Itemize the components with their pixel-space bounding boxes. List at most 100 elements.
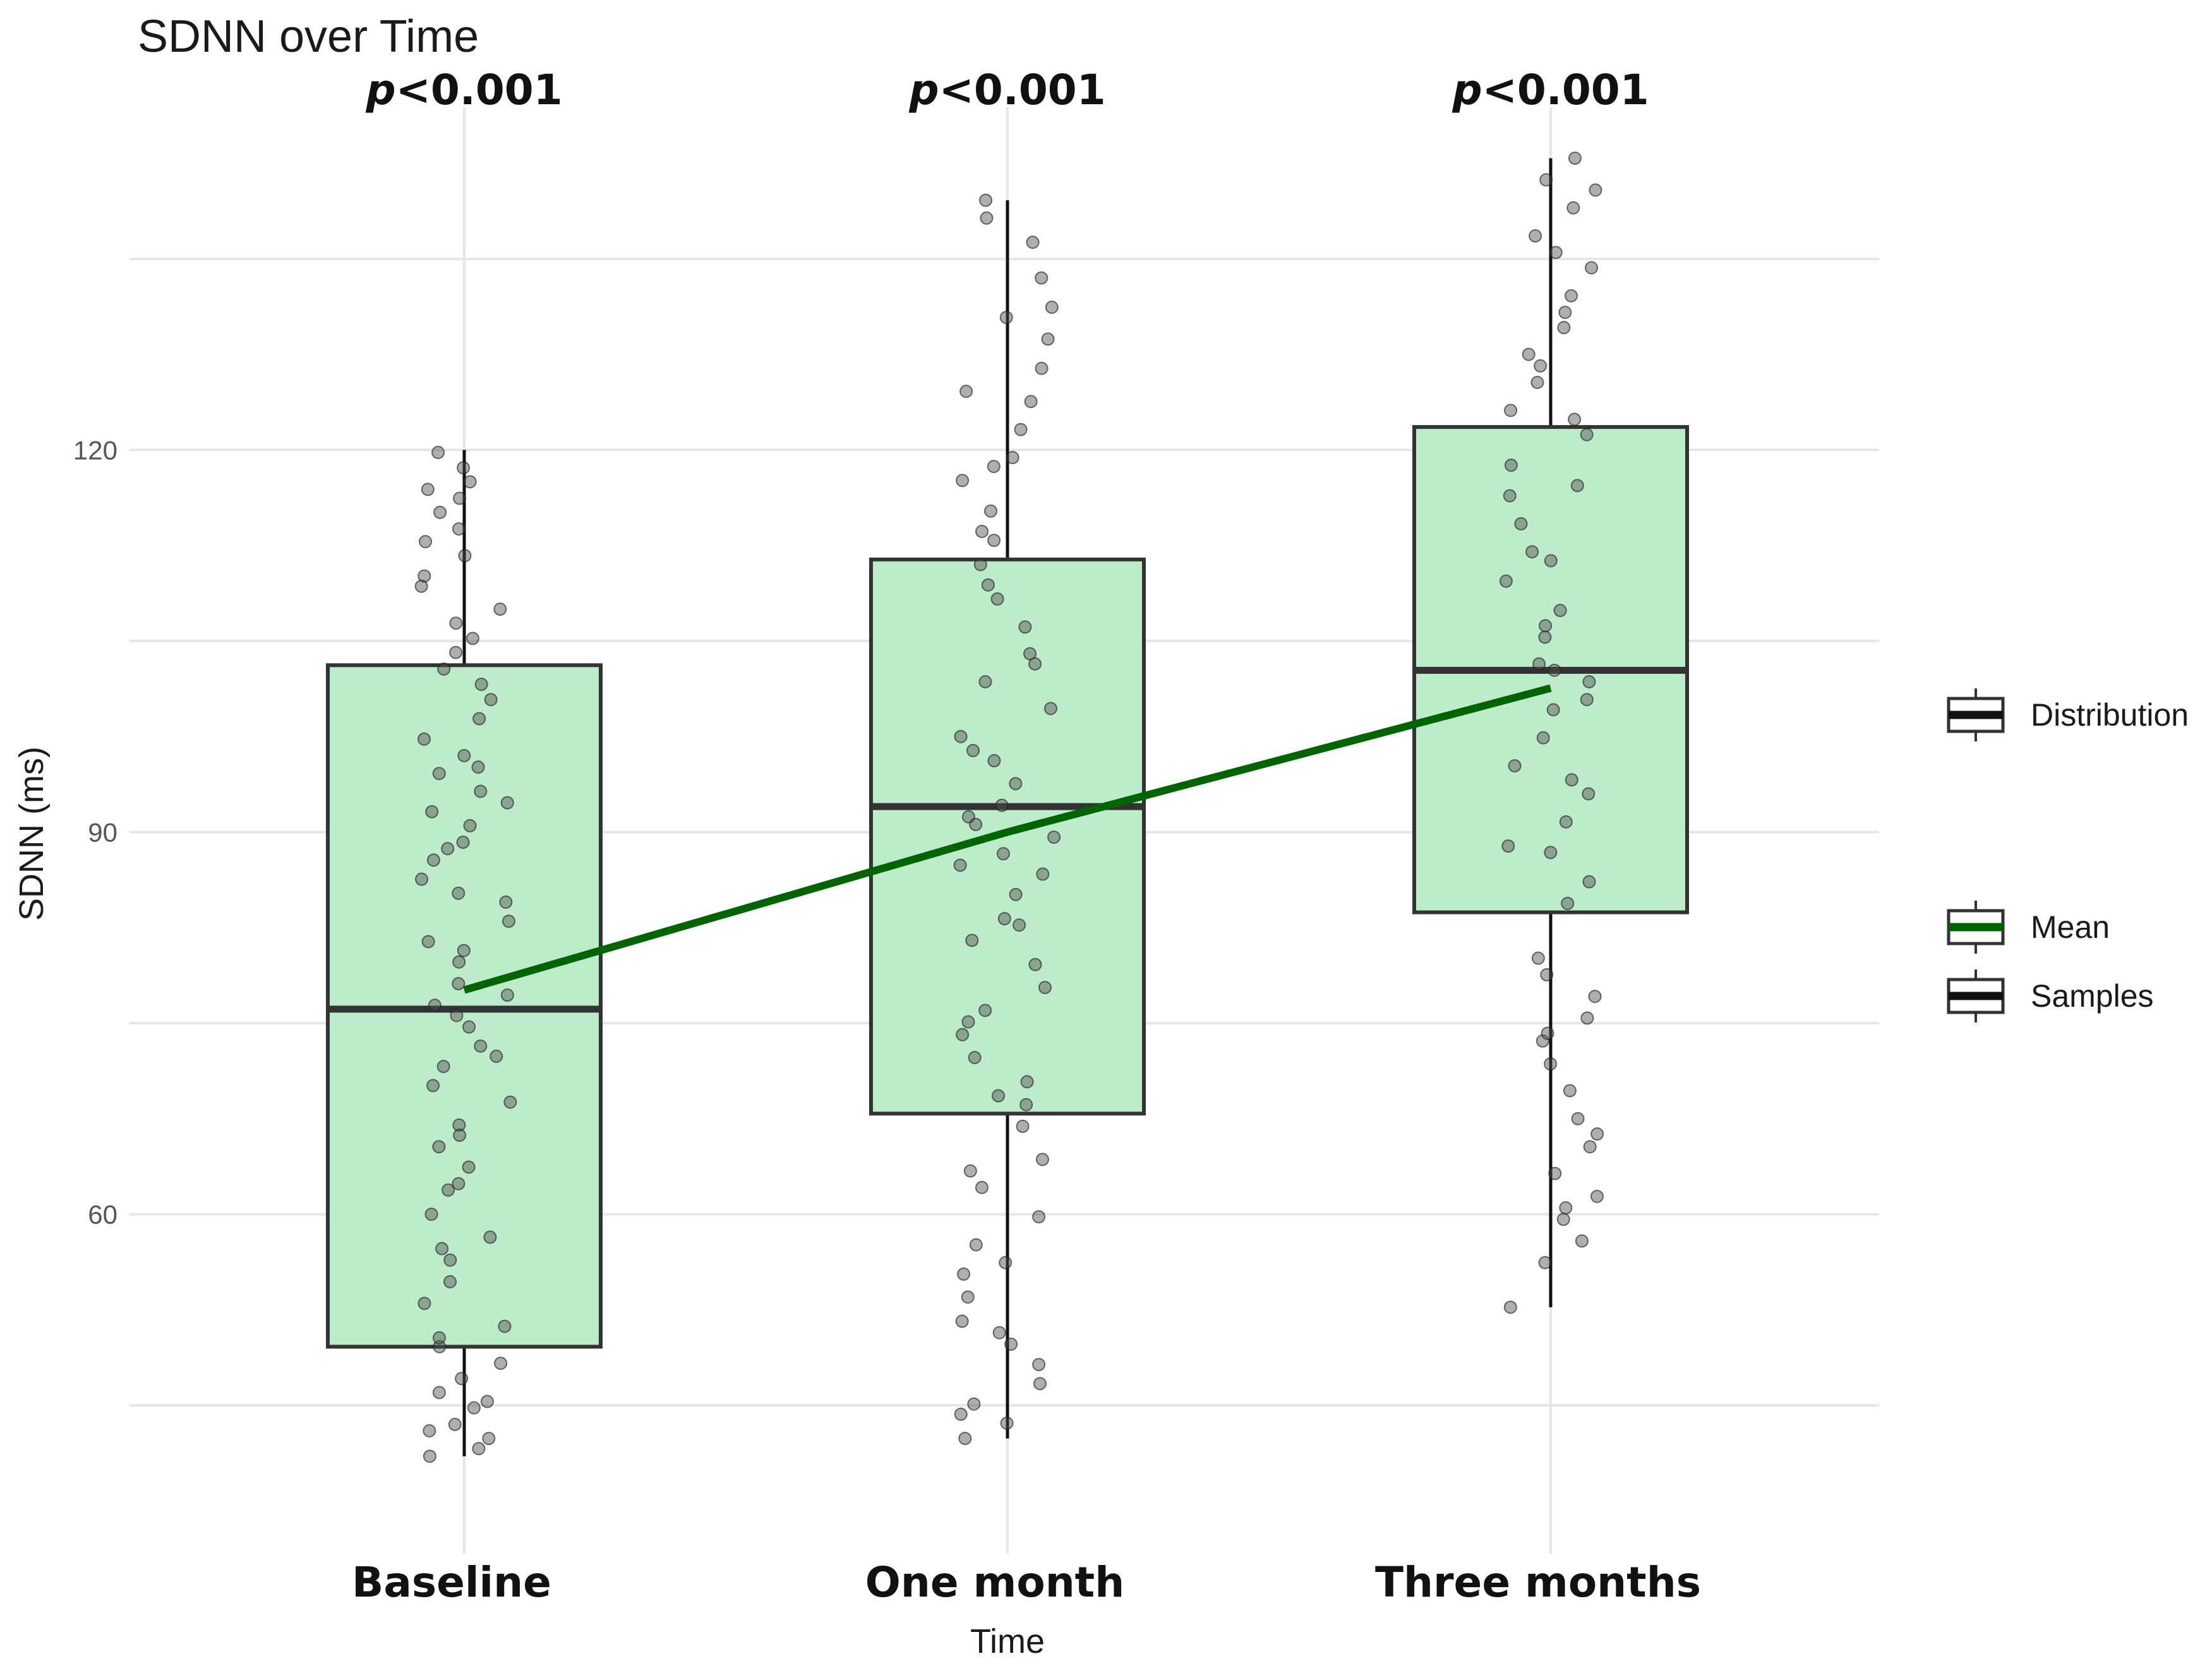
sample-point (441, 842, 455, 856)
sample-point (449, 645, 463, 659)
sample-point (1041, 332, 1055, 346)
box-one-month (869, 557, 1146, 1116)
sample-point (1000, 1416, 1014, 1430)
p-value-text: <0.001 (939, 66, 1106, 114)
p-value-annotations: p<0.001 p<0.001 p<0.001 (365, 66, 1649, 114)
sample-point (1559, 815, 1573, 829)
sample-point (1544, 554, 1558, 568)
sample-point (965, 933, 979, 947)
sample-point (431, 445, 445, 459)
y-tick-labels: 60 90 120 (73, 435, 117, 1229)
sample-point (1582, 787, 1596, 801)
legend-label: Samples (2031, 978, 2154, 1014)
sample-point (1013, 918, 1026, 932)
legend-item-samples: Samples (1947, 969, 2154, 1022)
x-tick-label: One month (865, 1558, 1124, 1607)
sample-point (961, 1290, 975, 1304)
sample-point (450, 1009, 464, 1022)
sample-point (1032, 1358, 1046, 1372)
sample-point (432, 1386, 446, 1400)
sample-point (490, 1049, 503, 1063)
sample-point (987, 460, 1001, 474)
sample-point (417, 732, 431, 746)
sample-point (1544, 846, 1558, 860)
sample-point (955, 1314, 969, 1328)
whisker-layer (462, 158, 1553, 1456)
sample-point (443, 1275, 457, 1289)
p-value-text: <0.001 (1482, 66, 1649, 114)
sample-point (1588, 990, 1602, 1004)
x-axis-label: Time (970, 1622, 1045, 1660)
y-axis-label: SDNN (ms) (13, 747, 51, 921)
sample-point (1575, 1234, 1589, 1248)
sample-point (1539, 619, 1553, 633)
sample-point (953, 858, 967, 872)
sample-point (1571, 1112, 1585, 1125)
p-value-label: p<0.001 (908, 66, 1105, 114)
sample-point (1590, 1189, 1604, 1203)
sample-point (1541, 1026, 1554, 1040)
sample-point (1503, 1300, 1517, 1314)
sample-point (499, 895, 513, 909)
sample-point (1035, 361, 1049, 375)
sample-point (984, 504, 998, 518)
sample-point (997, 912, 1011, 926)
sample-point (428, 998, 442, 1012)
sample-point (503, 1095, 517, 1109)
sample-point (443, 1253, 457, 1267)
sample-point (474, 678, 488, 692)
sample-point (442, 1183, 455, 1197)
sample-point (500, 988, 514, 1002)
sample-point (1035, 271, 1049, 285)
sample-point (1558, 306, 1572, 320)
sample-point (1536, 1034, 1549, 1048)
sample-point (484, 693, 498, 707)
sample-point (958, 1432, 972, 1446)
sample-point (498, 1319, 512, 1333)
sample-point (423, 1449, 436, 1463)
sample-point (1580, 428, 1594, 441)
sample-point (999, 1256, 1013, 1269)
sample-point (482, 1432, 496, 1446)
sample-point (457, 748, 471, 762)
sample-point (1565, 773, 1578, 787)
sample-point (1580, 1011, 1594, 1025)
sample-point (987, 534, 1001, 548)
sample-point (472, 1442, 486, 1456)
legend-item-distribution: Distribution (1947, 688, 2189, 741)
sample-point (1557, 321, 1571, 335)
sample-point (474, 1039, 488, 1053)
sample-point (500, 796, 514, 810)
sample-point (457, 461, 471, 475)
sample-point (1006, 451, 1019, 465)
sample-point (471, 760, 485, 774)
sample-point (996, 847, 1010, 861)
sample-point (1032, 1210, 1046, 1224)
sample-point (1568, 152, 1582, 165)
sample-point (433, 505, 447, 519)
sample-point (1499, 574, 1513, 588)
sample-point (448, 1417, 462, 1431)
legend-item-mean: Mean (1947, 901, 2110, 954)
y-tick-label: 60 (88, 1200, 117, 1230)
sample-point (421, 483, 435, 496)
sample-point (980, 211, 994, 225)
sample-point (1548, 663, 1561, 677)
sample-point (1540, 968, 1554, 981)
sample-point (418, 1297, 431, 1310)
sample-point (992, 1326, 1006, 1340)
legend-label: Distribution (2031, 697, 2189, 733)
sample-point (432, 1140, 446, 1154)
sample-point (435, 1242, 449, 1256)
sample-point (956, 474, 970, 488)
x-tick-label: Baseline (352, 1558, 551, 1607)
sample-point (1534, 359, 1548, 373)
p-value-label: p<0.001 (1452, 66, 1649, 114)
sample-point (425, 805, 439, 819)
sample-point (1514, 517, 1528, 531)
sample-point (1582, 875, 1596, 889)
sample-point (414, 579, 428, 593)
sample-point (452, 886, 466, 900)
sample-point (1565, 289, 1578, 303)
sample-point (1544, 1057, 1558, 1071)
